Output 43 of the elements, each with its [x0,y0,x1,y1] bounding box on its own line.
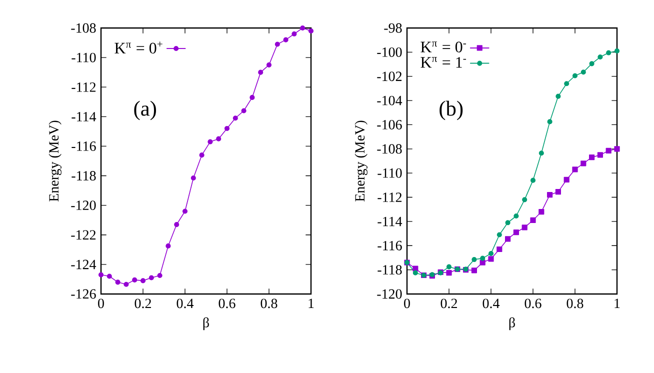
y-tick-label: -112 [378,192,402,202]
y-tick-label: -108 [377,144,402,154]
y-tick-label: -98 [384,23,402,33]
x-tick-label: 0.2 [440,298,457,308]
y-tick-label: -104 [377,96,402,106]
x-tick-label: 0.6 [524,298,542,308]
x-tick-label: 0 [98,298,104,308]
y-tick-label: -100 [377,47,402,57]
x-axis-title: β [203,317,209,330]
y-tick-label: -102 [377,72,402,82]
y-tick-label: -112 [72,82,96,92]
y-tick-label: -114 [378,216,402,226]
annotation: (b) [440,100,463,120]
x-tick-label: 0 [404,298,410,308]
x-tick-label: 0.6 [218,298,236,308]
x-tick-label: 0.4 [482,298,500,308]
legend-label: K$^{π}$ = 0$^{-}$ [420,42,466,52]
y-tick-label: -124 [71,260,96,270]
y-tick-label: -110 [378,168,402,178]
y-tick-label: -108 [71,23,96,33]
x-axis-title: β [509,317,515,330]
y-tick-label: -126 [71,289,96,299]
x-tick-label: 1 [614,298,620,308]
x-tick-label: 0.8 [566,298,584,308]
x-tick-label: 0.4 [176,298,194,308]
x-tick-label: 0.2 [134,298,151,308]
y-tick-label: -106 [377,120,402,130]
y-tick-label: -116 [378,240,402,250]
x-tick-label: 1 [308,298,314,308]
y-tick-label: -118 [72,171,96,180]
y-tick-label: -114 [72,112,96,122]
y-tick-label: -118 [378,265,402,275]
legend-label: K$^{π}$ = 0$^{+}$ [114,42,162,54]
legend-label: K$^{π}$ = 1$^{-}$ [420,56,466,68]
y-tick-label: -122 [71,230,96,240]
y-axis-title: Energy (MeV) [354,120,368,202]
y-axis-title: Energy (MeV) [48,120,62,202]
y-tick-label: -110 [72,52,96,62]
y-tick-label: -120 [71,200,96,210]
x-tick-label: 0.8 [260,298,278,308]
y-tick-label: -116 [72,142,96,151]
y-tick-label: -120 [377,289,402,299]
annotation: (a) [134,100,156,120]
